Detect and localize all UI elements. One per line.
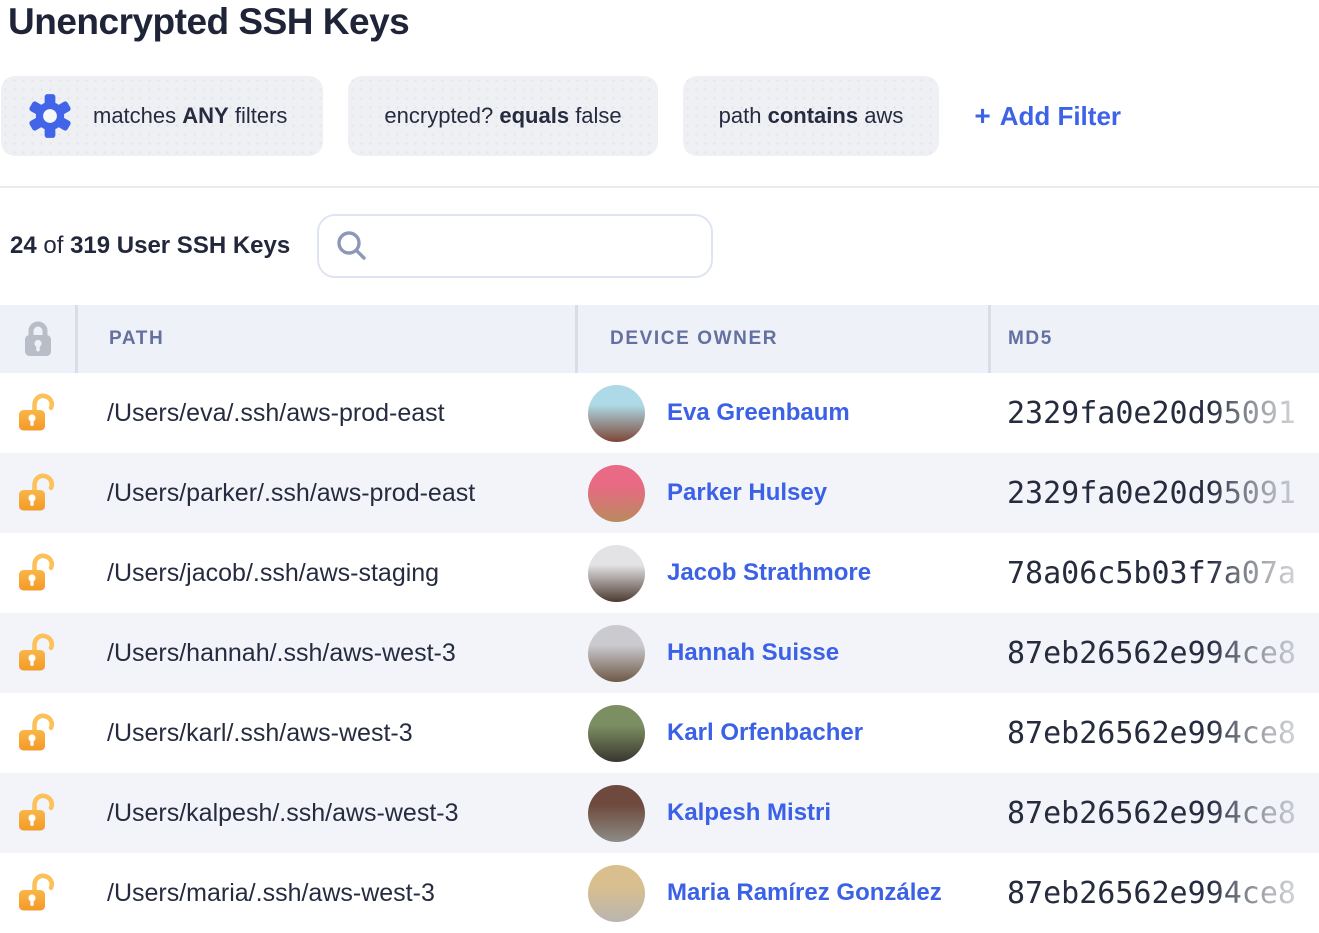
filter-chip-encrypted[interactable]: encrypted? equals false [348,76,658,156]
add-filter-label: Add Filter [999,100,1122,131]
md5-hash: 87eb26562e994ce8 [1007,715,1296,751]
md5-cell: 87eb26562e994ce8 [988,853,1319,933]
avatar [588,624,645,682]
table-row: /Users/maria/.ssh/aws-west-3 Maria Ramír… [0,853,1319,933]
filter-chip-path[interactable]: path contains aws [682,76,940,156]
path-column-header[interactable]: PATH [75,305,575,373]
table-row: /Users/hannah/.ssh/aws-west-3 Hannah Sui… [0,613,1319,693]
ssh-key-path: /Users/jacob/.ssh/aws-staging [107,558,440,587]
ssh-key-path: /Users/eva/.ssh/aws-prod-east [107,398,445,427]
device-owner-link[interactable]: Karl Orfenbacher [667,719,864,746]
md5-hash: 87eb26562e994ce8 [1007,635,1296,671]
filter-logic-label: matches ANY filters [93,103,288,128]
md5-column-header[interactable]: MD5 [988,305,1319,373]
summary-row: 24 of 319 User SSH Keys [0,214,1319,278]
ssh-key-path: /Users/hannah/.ssh/aws-west-3 [107,638,456,667]
plus-icon: + [974,100,991,131]
ssh-keys-table: PATH DEVICE OWNER MD5 /Users/eva/.ssh/aw… [0,305,1319,933]
device-owner-link[interactable]: Kalpesh Mistri [667,799,832,826]
md5-cell: 87eb26562e994ce8 [988,613,1319,693]
filter-chip-label: encrypted? equals false [384,103,622,128]
lock-open-icon [18,633,54,671]
table-header: PATH DEVICE OWNER MD5 [0,305,1319,373]
gear-icon [27,93,73,139]
avatar [588,384,645,442]
lock-closed-icon [24,321,51,356]
result-count: 24 of 319 User SSH Keys [10,232,291,259]
table-row: /Users/parker/.ssh/aws-prod-east Parker … [0,453,1319,533]
table-row: /Users/kalpesh/.ssh/aws-west-3 Kalpesh M… [0,773,1319,853]
lock-open-icon [18,713,54,751]
table-row: /Users/jacob/.ssh/aws-staging Jacob Stra… [0,533,1319,613]
add-filter-button[interactable]: + Add Filter [968,100,1127,133]
md5-hash: 87eb26562e994ce8 [1007,795,1296,831]
ssh-key-path: /Users/maria/.ssh/aws-west-3 [107,878,435,907]
device-owner-link[interactable]: Parker Hulsey [667,479,828,506]
md5-hash: 2329fa0e20d95091 [1007,475,1296,511]
device-owner-link[interactable]: Maria Ramírez González [667,879,942,906]
device-owner-link[interactable]: Jacob Strathmore [667,559,872,586]
device-owner-link[interactable]: Hannah Suisse [667,639,840,666]
md5-cell: 2329fa0e20d95091 [988,373,1319,453]
filter-chip-label: path contains aws [718,103,904,128]
search-icon [337,231,366,260]
ssh-key-path: /Users/parker/.ssh/aws-prod-east [107,478,476,507]
avatar [588,864,645,922]
table-row: /Users/karl/.ssh/aws-west-3 Karl Orfenba… [0,693,1319,773]
md5-hash: 87eb26562e994ce8 [1007,875,1296,911]
lock-open-icon [18,873,54,911]
avatar [588,784,645,842]
avatar [588,544,645,602]
ssh-key-path: /Users/karl/.ssh/aws-west-3 [107,718,413,747]
page-title: Unencrypted SSH Keys [8,1,410,42]
md5-cell: 78a06c5b03f7a07a [988,533,1319,613]
section-divider [0,186,1319,188]
device-owner-column-header[interactable]: DEVICE OWNER [575,305,988,373]
lock-open-icon [18,473,54,511]
md5-cell: 87eb26562e994ce8 [988,693,1319,773]
md5-hash: 78a06c5b03f7a07a [1007,555,1296,591]
md5-cell: 87eb26562e994ce8 [988,773,1319,853]
md5-hash: 2329fa0e20d95091 [1007,395,1296,431]
table-row: /Users/eva/.ssh/aws-prod-east Eva Greenb… [0,373,1319,453]
device-owner-link[interactable]: Eva Greenbaum [667,399,850,426]
lock-open-icon [18,793,54,831]
filter-logic-chip[interactable]: matches ANY filters [1,76,324,156]
avatar [588,704,645,762]
avatar [588,464,645,522]
md5-cell: 2329fa0e20d95091 [988,453,1319,533]
table-body: /Users/eva/.ssh/aws-prod-east Eva Greenb… [0,373,1319,933]
filter-bar: matches ANY filters encrypted? equals fa… [1,76,1319,156]
lock-open-icon [18,393,54,431]
search-box[interactable] [317,214,714,278]
lock-open-icon [18,553,54,591]
encryption-column-header[interactable] [0,305,75,373]
ssh-key-path: /Users/kalpesh/.ssh/aws-west-3 [107,798,459,827]
search-input[interactable] [379,232,700,260]
